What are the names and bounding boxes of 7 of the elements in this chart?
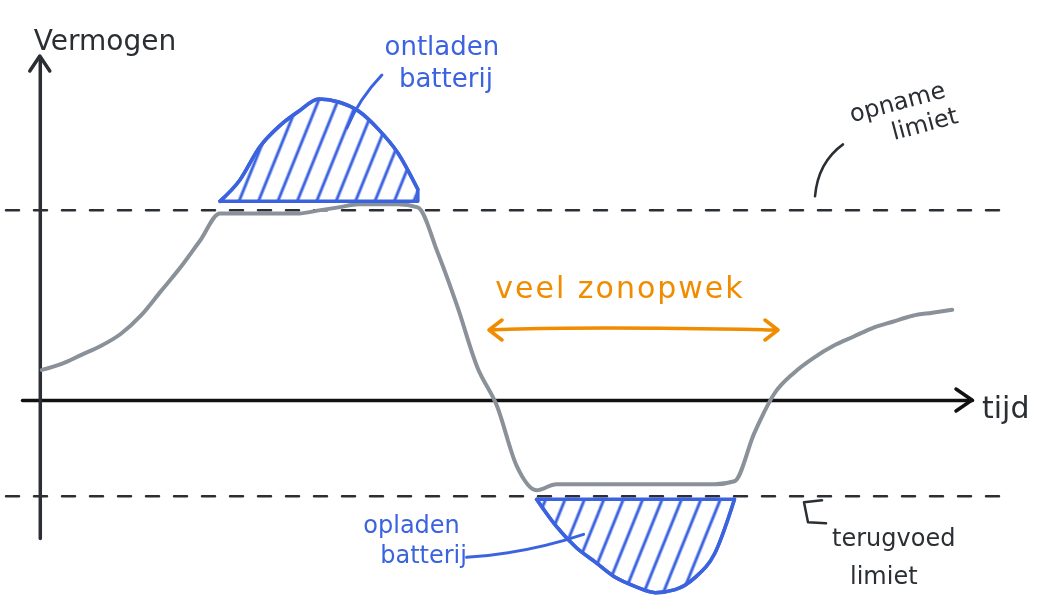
series-label: ontladen batterij [384, 31, 500, 93]
x-axis-title: tijd [982, 390, 1030, 425]
ref-line-label: opname limiet [846, 75, 961, 146]
y-axis-title: Vermogen [33, 24, 177, 57]
annotation: veel zonopwek [495, 270, 745, 305]
ref-line-label: terugvoed limiet [832, 524, 956, 591]
legend-label: opladen batterij [363, 511, 467, 570]
